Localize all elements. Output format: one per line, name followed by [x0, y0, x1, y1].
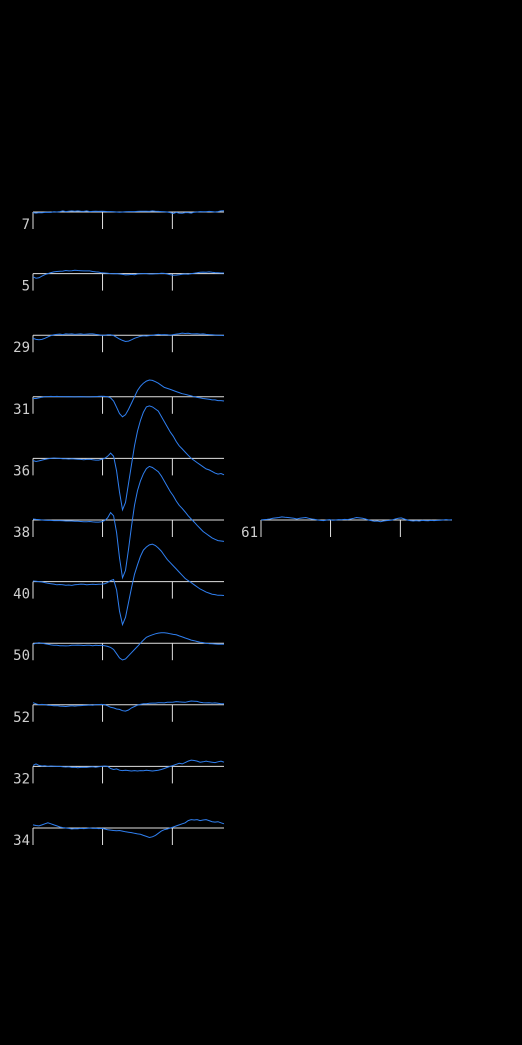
trace-36	[32, 405, 225, 512]
trace-29	[32, 332, 225, 343]
channel-panel-7: 7	[22, 210, 225, 233]
trace-40	[32, 543, 225, 627]
channel-label: 5	[22, 279, 30, 295]
trace-31	[33, 379, 225, 418]
trace-5	[32, 269, 224, 279]
channel-label: 40	[13, 587, 30, 603]
trace-52	[32, 700, 224, 712]
trace-7	[32, 210, 225, 215]
trace-32	[32, 759, 225, 772]
channel-label: 32	[13, 771, 30, 787]
channel-panel-52: 52	[13, 700, 224, 726]
channel-panel-38: 38	[13, 465, 225, 580]
channel-label: 50	[13, 648, 30, 664]
trace-34	[32, 819, 225, 839]
channel-panel-5: 5	[22, 269, 224, 295]
channel-label: 29	[13, 340, 30, 356]
channel-panel-34: 34	[13, 819, 225, 849]
trace-38	[32, 465, 225, 580]
trace-50	[32, 632, 224, 661]
channel-label: 31	[13, 402, 30, 418]
channel-label: 38	[13, 525, 30, 541]
channel-label: 61	[241, 525, 258, 541]
channel-panel-40: 40	[13, 543, 225, 627]
channel-label: 36	[13, 463, 30, 479]
trace-61	[260, 516, 453, 523]
channel-panel-29: 29	[13, 332, 225, 356]
channel-label: 7	[22, 217, 30, 233]
channel-panel-61: 61	[241, 516, 453, 541]
channel-panel-32: 32	[13, 759, 225, 787]
channel-panel-31: 31	[13, 379, 225, 418]
channel-label: 34	[13, 833, 30, 849]
channel-panel-50: 50	[13, 632, 224, 664]
channel-panel-36: 36	[13, 405, 225, 512]
channel-label: 52	[13, 710, 30, 726]
